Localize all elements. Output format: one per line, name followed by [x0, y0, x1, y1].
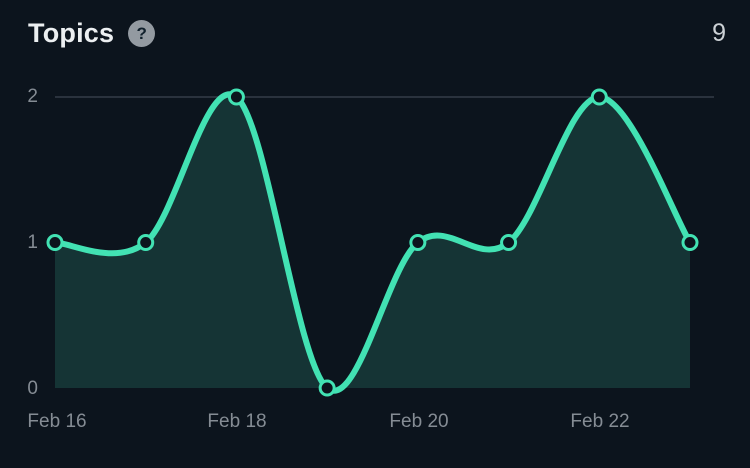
x-axis-tick-label: Feb 20	[389, 411, 449, 432]
x-axis-tick-label: Feb 22	[570, 411, 630, 432]
data-point-marker	[681, 234, 699, 251]
y-axis-tick-label: 0	[27, 378, 38, 399]
data-point-marker	[227, 88, 245, 106]
data-point-marker	[318, 379, 336, 397]
data-point-markers	[46, 88, 699, 397]
area-fill	[55, 94, 690, 391]
y-axis-tick-label: 2	[27, 86, 38, 107]
data-point-marker	[500, 234, 518, 251]
data-point-marker	[409, 234, 427, 251]
x-axis-tick-label: Feb 16	[27, 411, 87, 432]
data-point-marker	[46, 234, 64, 251]
line-series	[52, 91, 693, 394]
help-icon[interactable]: ?	[128, 20, 156, 47]
card-header: Topics ? 9	[28, 18, 726, 49]
data-point-marker	[137, 234, 155, 251]
data-point-marker	[590, 88, 608, 106]
x-axis-tick-label: Feb 18	[207, 411, 267, 432]
page-title: Topics	[28, 18, 115, 48]
y-axis-tick-label: 1	[27, 232, 38, 253]
topics-count: 9	[712, 19, 726, 47]
